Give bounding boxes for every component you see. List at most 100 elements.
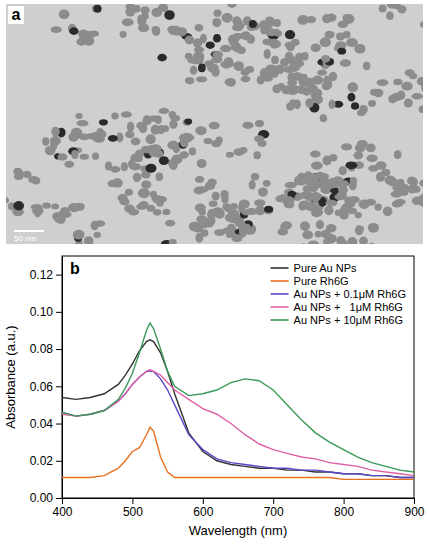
particle	[31, 204, 43, 210]
particle	[340, 206, 348, 215]
particle	[422, 20, 423, 30]
particle	[317, 69, 327, 75]
x-tick-mark	[344, 498, 345, 504]
legend-item: Pure Au NPs	[271, 262, 357, 274]
particle	[138, 188, 150, 198]
particle	[334, 193, 346, 200]
particle	[391, 191, 402, 198]
particle	[342, 31, 350, 38]
particle	[225, 213, 236, 221]
x-axis: 400500600700800900	[52, 498, 424, 519]
particle	[395, 199, 406, 205]
chart-panel: 4005006007008009000.000.020.040.060.080.…	[3, 256, 425, 538]
particle	[157, 125, 165, 134]
particle	[326, 224, 337, 232]
particle	[173, 145, 180, 153]
particle	[214, 208, 222, 218]
particle	[254, 135, 264, 142]
particle	[264, 206, 273, 213]
particle	[225, 78, 236, 86]
lines	[62, 323, 414, 479]
particle	[265, 39, 275, 46]
particle	[302, 231, 313, 240]
x-tick: 900	[404, 498, 424, 519]
particle	[190, 66, 198, 75]
particle	[213, 34, 221, 42]
particle	[222, 203, 231, 210]
particle	[50, 141, 57, 150]
particle	[265, 16, 274, 24]
x-tick-label: 400	[52, 505, 72, 519]
particle	[241, 76, 251, 82]
particle	[271, 66, 278, 73]
particle	[281, 221, 292, 229]
particle	[164, 10, 174, 20]
x-tick-label: 800	[334, 505, 354, 519]
legend-label: Pure Au NPs	[294, 262, 357, 274]
y-tick: 0.12	[30, 268, 62, 282]
particle	[419, 106, 423, 113]
particle	[107, 180, 118, 187]
y-tick-label: 0.12	[30, 268, 54, 282]
particle	[214, 209, 224, 219]
particle	[404, 98, 413, 107]
particle	[305, 98, 313, 108]
particle	[190, 222, 199, 229]
particle	[73, 230, 85, 240]
x-axis-title: Wavelength (nm)	[189, 523, 288, 538]
x-tick-label: 600	[193, 505, 213, 519]
plot-frame	[62, 256, 414, 498]
particle	[13, 201, 24, 210]
particle	[127, 122, 134, 132]
particle	[238, 203, 245, 212]
particle	[121, 111, 132, 117]
particle	[42, 202, 51, 208]
particle	[368, 223, 379, 233]
particle	[205, 182, 215, 190]
particle	[310, 150, 321, 157]
particle	[326, 237, 335, 244]
particle	[148, 115, 159, 121]
particle	[300, 74, 308, 81]
particle	[228, 225, 235, 235]
particle	[341, 143, 352, 150]
particle	[91, 221, 99, 231]
particle	[58, 153, 68, 161]
x-tick: 500	[123, 498, 143, 519]
particle	[156, 196, 167, 203]
particle	[157, 54, 167, 62]
particle	[203, 218, 211, 225]
particles	[6, 4, 423, 244]
spectrum-line	[62, 427, 414, 479]
x-tick: 600	[193, 498, 213, 519]
y-axis-title: Absorbance (a.u.)	[3, 325, 18, 428]
particle	[150, 144, 162, 151]
particle	[264, 27, 273, 36]
particle	[366, 155, 377, 163]
particle	[75, 113, 82, 119]
particle	[347, 82, 358, 92]
particle	[6, 197, 9, 203]
legend-item: Au NPs + 0.1μM Rh6G	[271, 288, 406, 300]
particle	[419, 179, 423, 187]
particle	[322, 14, 331, 23]
x-tick-mark	[273, 498, 274, 504]
particle	[167, 26, 177, 33]
particle	[249, 20, 257, 28]
particle	[133, 173, 142, 182]
legend: Pure Au NPsPure Rh6GAu NPs + 0.1μM Rh6GA…	[271, 262, 406, 326]
particle	[51, 127, 60, 137]
particle	[348, 196, 360, 203]
scale-bar	[14, 230, 44, 232]
particle	[233, 234, 240, 242]
particle	[310, 242, 318, 244]
particle	[212, 192, 220, 201]
particle	[355, 225, 363, 235]
legend-swatch	[271, 280, 289, 282]
particle	[274, 19, 281, 27]
particle	[285, 52, 294, 61]
particle	[316, 220, 324, 229]
particle	[417, 77, 423, 86]
particle	[323, 180, 331, 187]
particle	[291, 39, 300, 46]
